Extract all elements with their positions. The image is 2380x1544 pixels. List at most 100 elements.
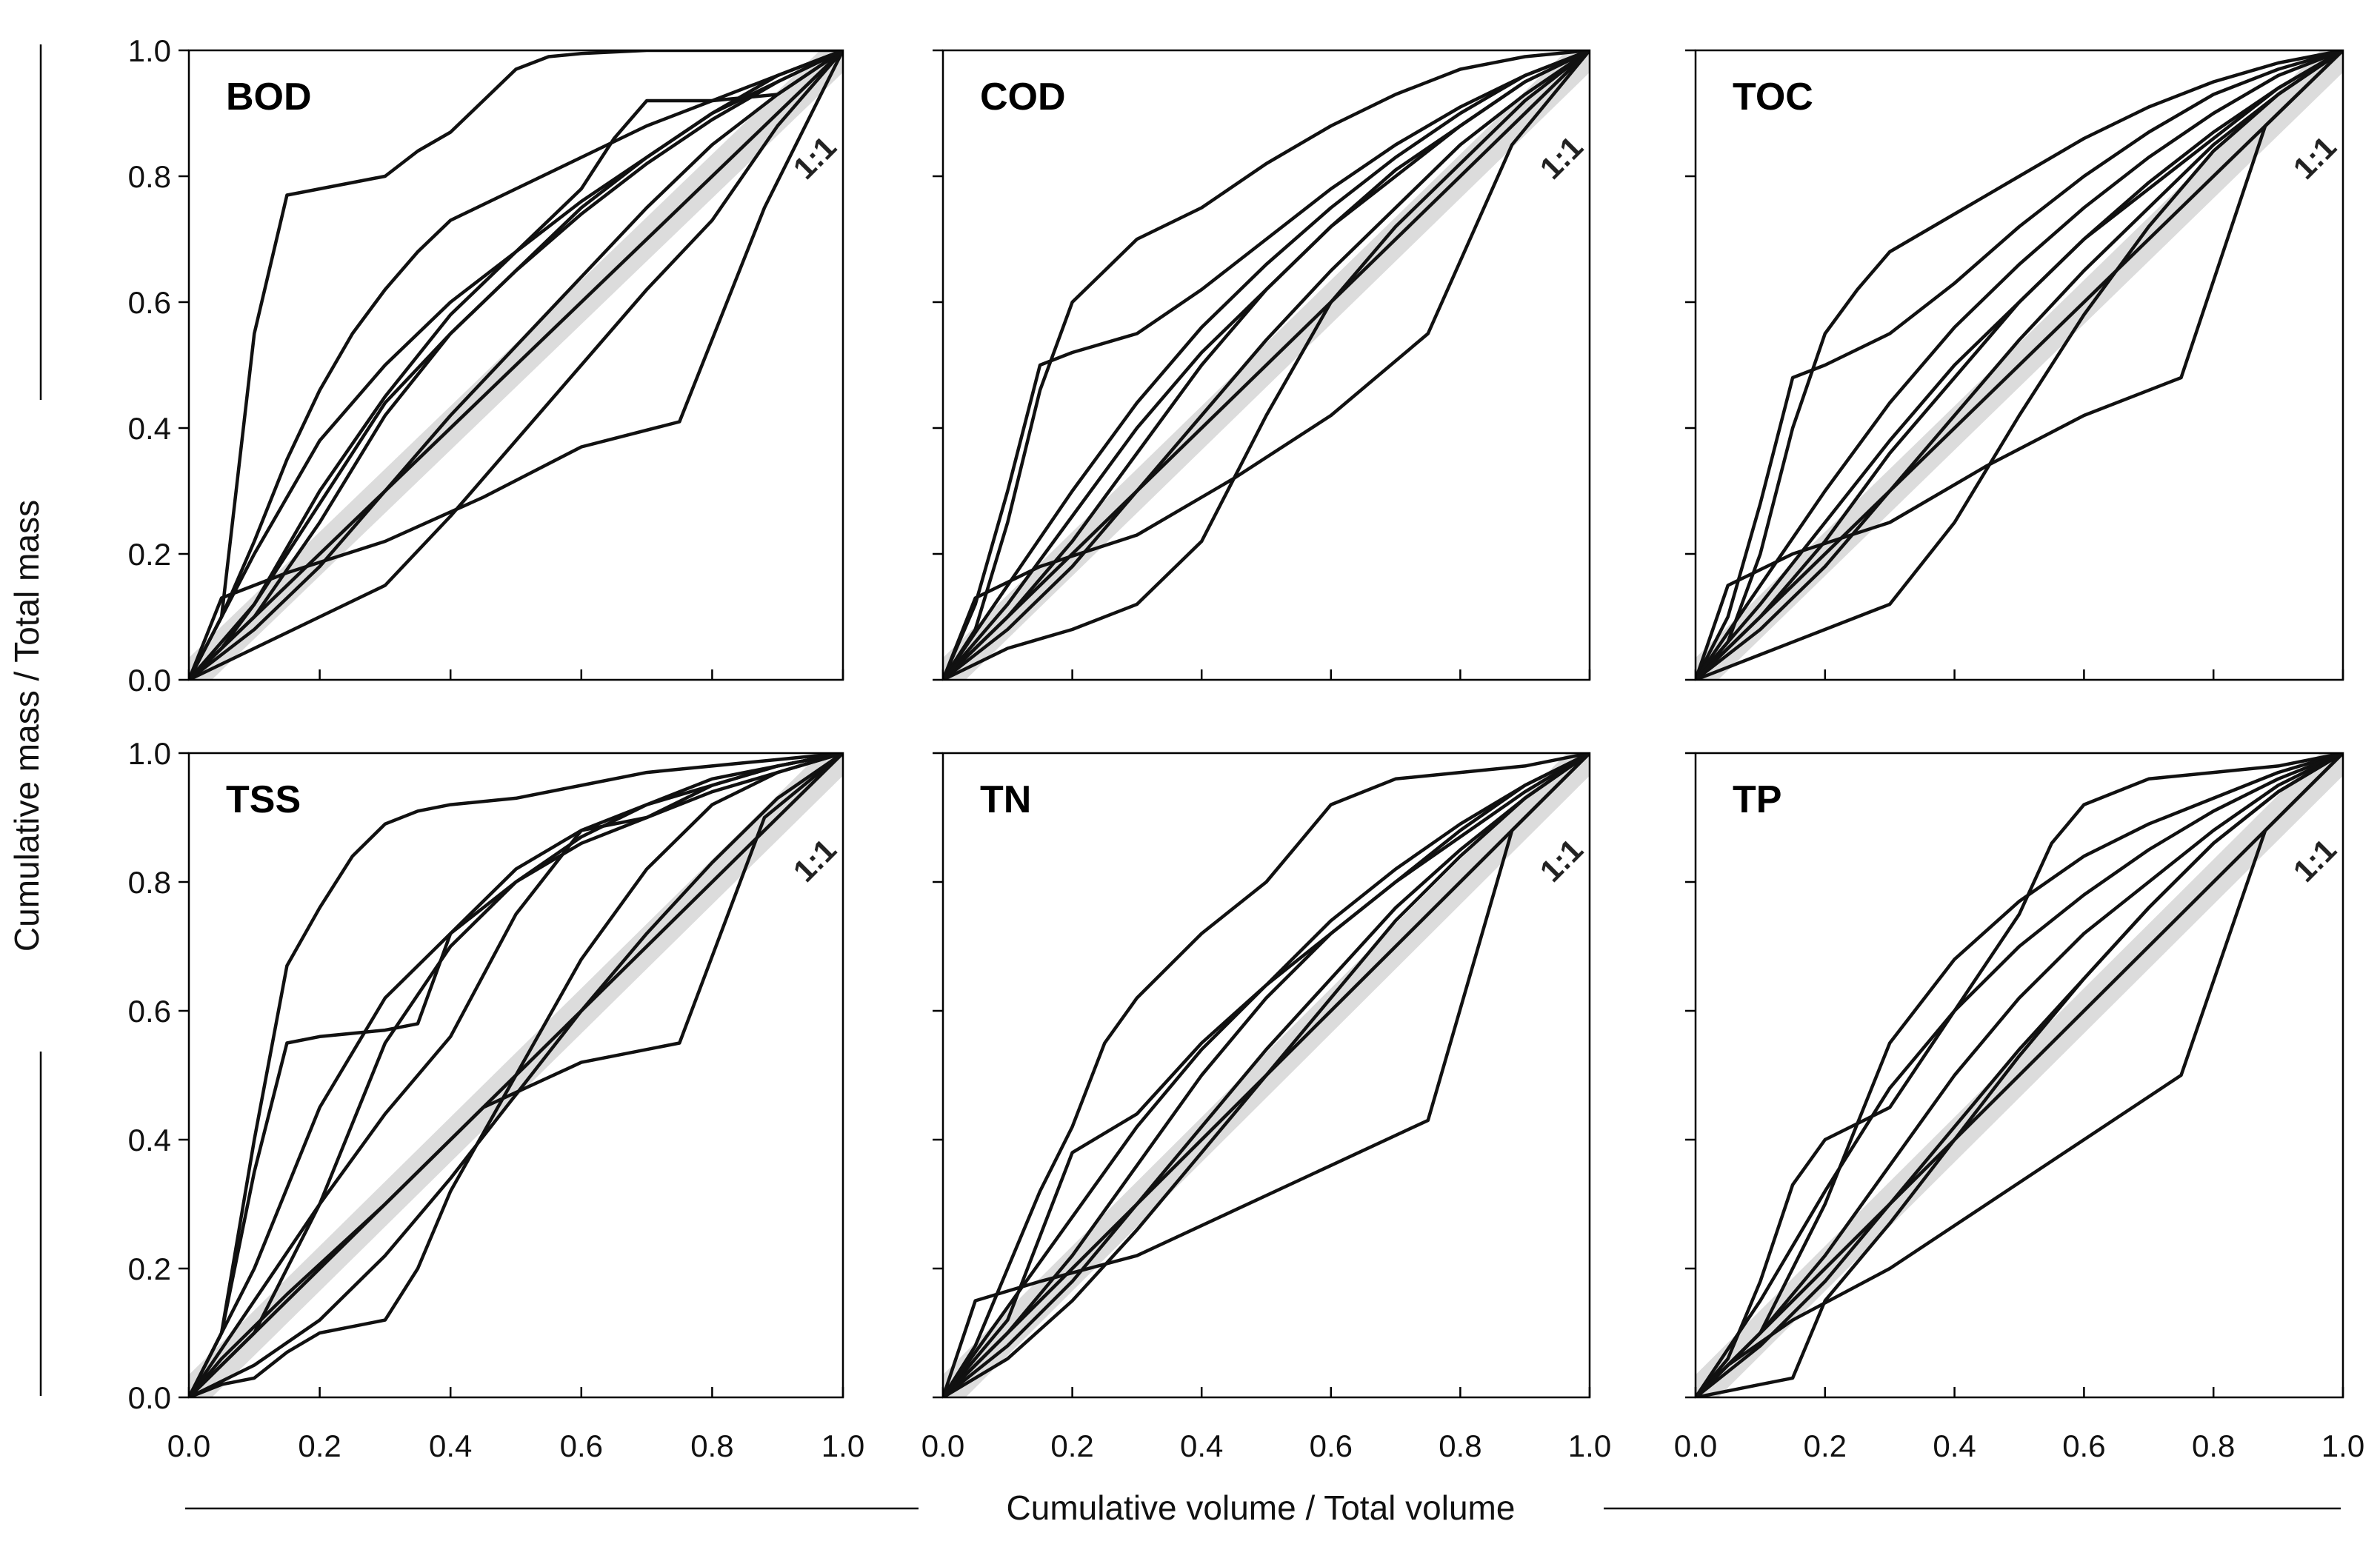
series-line-tp-5 bbox=[1696, 753, 2343, 1397]
series-line-bod-10 bbox=[189, 50, 843, 680]
series-line-tp-7 bbox=[1696, 753, 2343, 1397]
series-line-toc-4 bbox=[1696, 50, 2343, 680]
x-tick-label: 0.6 bbox=[2062, 1428, 2105, 1463]
panel-title-bod: BOD bbox=[226, 76, 312, 118]
series-line-tss-9 bbox=[189, 753, 843, 1397]
panel-toc: TOC 1:1 bbox=[1685, 49, 2344, 681]
x-tick-label: 0.6 bbox=[560, 1428, 603, 1463]
series-line-tn-8 bbox=[943, 753, 1590, 1397]
series-line-bod-8 bbox=[189, 50, 843, 680]
series-line-tp-8 bbox=[1696, 753, 2343, 1397]
plot-area-tp bbox=[1696, 753, 2343, 1397]
panels-layer: 0.00.20.40.60.81.0BOD1:1COD1:1TOC1:10.00… bbox=[128, 33, 2365, 1463]
y-tick-label: 0.4 bbox=[128, 411, 171, 446]
plot-area-cod bbox=[943, 50, 1590, 680]
x-tick-label: 1.0 bbox=[2321, 1428, 2364, 1463]
series-line-tss-3 bbox=[189, 753, 843, 1397]
y-tick-label: 0.8 bbox=[128, 865, 171, 900]
series-line-cod-2 bbox=[943, 50, 1590, 680]
series-line-bod-6 bbox=[189, 50, 843, 680]
series-line-tp-4 bbox=[1696, 753, 2343, 1397]
x-tick-label: 0.8 bbox=[690, 1428, 733, 1463]
x-tick-label: 0.2 bbox=[1804, 1428, 1847, 1463]
ratio-label-tp: 1:1 bbox=[2287, 832, 2343, 889]
series-line-tss-1 bbox=[189, 753, 843, 1397]
x-tick-label: 0.4 bbox=[1933, 1428, 1976, 1463]
x-tick-label: 1.0 bbox=[1568, 1428, 1611, 1463]
plot-frame bbox=[1694, 49, 2344, 681]
panel-title-cod: COD bbox=[980, 76, 1066, 118]
ratio-label-tn: 1:1 bbox=[1533, 832, 1590, 889]
series-line-toc-2 bbox=[1696, 50, 2343, 680]
plot-area-bod bbox=[189, 50, 843, 680]
series-line-toc-8 bbox=[1696, 50, 2343, 680]
series-line-tss-2 bbox=[189, 753, 843, 1397]
x-tick-label: 0.2 bbox=[298, 1428, 341, 1463]
panel-tss: 0.0 0.0 0.2 0.2 0.4 0.4 0.6 0.6 0.8 0.8 1.0 1.0 TSS 1… bbox=[128, 736, 865, 1463]
series-line-cod-4 bbox=[943, 50, 1590, 680]
y-tick-label: 1.0 bbox=[128, 736, 171, 771]
y-tick-label: 0.0 bbox=[128, 1380, 171, 1415]
x-tick-label: 0.0 bbox=[921, 1428, 964, 1463]
y-axis-title: Cumulative mass / Total mass bbox=[7, 500, 46, 952]
series-line-cod-6 bbox=[943, 50, 1590, 680]
plot-frame bbox=[941, 752, 1591, 1399]
panel-title-toc: TOC bbox=[1733, 76, 1813, 118]
series-line-toc-1 bbox=[1696, 50, 2343, 680]
series-line-tss-5 bbox=[189, 753, 843, 1397]
plot-frame bbox=[187, 49, 844, 681]
series-line-tn-6 bbox=[943, 753, 1590, 1397]
plot-area-toc bbox=[1696, 50, 2343, 680]
panel-cod: COD 1:1 bbox=[933, 49, 1591, 681]
series-line-tn-7 bbox=[943, 753, 1590, 1397]
series-line-tp-2 bbox=[1696, 753, 2343, 1397]
ratio-label-toc: 1:1 bbox=[2287, 130, 2343, 186]
series-line-tn-2 bbox=[943, 753, 1590, 1397]
series-line-bod-9 bbox=[189, 50, 843, 680]
x-axis-title: Cumulative volume / Total volume bbox=[1007, 1488, 1516, 1527]
series-line-bod-2 bbox=[189, 50, 843, 680]
y-tick-label: 0.0 bbox=[128, 663, 171, 698]
series-line-bod-1 bbox=[189, 50, 843, 680]
plot-frame bbox=[187, 752, 844, 1399]
series-line-cod-8 bbox=[943, 50, 1590, 680]
y-tick-label: 0.6 bbox=[128, 994, 171, 1029]
series-line-toc-7 bbox=[1696, 50, 2343, 680]
plot-area-tss bbox=[189, 753, 843, 1397]
ratio-label-cod: 1:1 bbox=[1533, 130, 1590, 186]
x-tick-label: 0.8 bbox=[1439, 1428, 1481, 1463]
x-tick-label: 0.0 bbox=[1674, 1428, 1717, 1463]
series-line-tp-6 bbox=[1696, 753, 2343, 1397]
series-line-tss-7 bbox=[189, 753, 843, 1397]
y-tick-label: 0.2 bbox=[128, 537, 171, 572]
x-tick-label: 1.0 bbox=[821, 1428, 864, 1463]
panel-title-tp: TP bbox=[1733, 778, 1781, 821]
panel-bod: 0.0 0.2 0.4 0.6 0.8 1.0 BOD 1:1 bbox=[128, 33, 844, 698]
panel-tp: 0.0 0.2 0.4 0.6 0.8 1.0 TP 1:1 bbox=[1674, 752, 2364, 1463]
x-tick-label: 0.6 bbox=[1310, 1428, 1353, 1463]
y-tick-label: 0.6 bbox=[128, 285, 171, 320]
plot-frame bbox=[941, 49, 1591, 681]
plot-area-tn bbox=[943, 753, 1590, 1397]
ratio-label-bod: 1:1 bbox=[787, 130, 843, 186]
series-line-tss-8 bbox=[189, 753, 843, 1397]
panel-title-tss: TSS bbox=[226, 778, 301, 821]
series-line-tn-1 bbox=[943, 753, 1590, 1397]
y-tick-label: 0.4 bbox=[128, 1123, 171, 1157]
x-tick-label: 0.0 bbox=[167, 1428, 210, 1463]
plot-frame bbox=[1694, 752, 2344, 1399]
series-line-toc-9 bbox=[1696, 50, 2343, 680]
x-tick-label: 0.2 bbox=[1050, 1428, 1093, 1463]
series-line-toc-6 bbox=[1696, 50, 2343, 680]
series-line-cod-7 bbox=[943, 50, 1590, 680]
series-line-bod-4 bbox=[189, 50, 843, 680]
series-line-cod-1 bbox=[943, 50, 1590, 680]
y-tick-label: 1.0 bbox=[128, 33, 171, 68]
ratio-label-tss: 1:1 bbox=[787, 832, 843, 889]
series-line-tn-4 bbox=[943, 753, 1590, 1397]
panel-title-tn: TN bbox=[980, 778, 1031, 821]
x-tick-label: 0.8 bbox=[2192, 1428, 2235, 1463]
y-tick-label: 0.2 bbox=[128, 1251, 171, 1286]
x-tick-label: 0.4 bbox=[429, 1428, 472, 1463]
